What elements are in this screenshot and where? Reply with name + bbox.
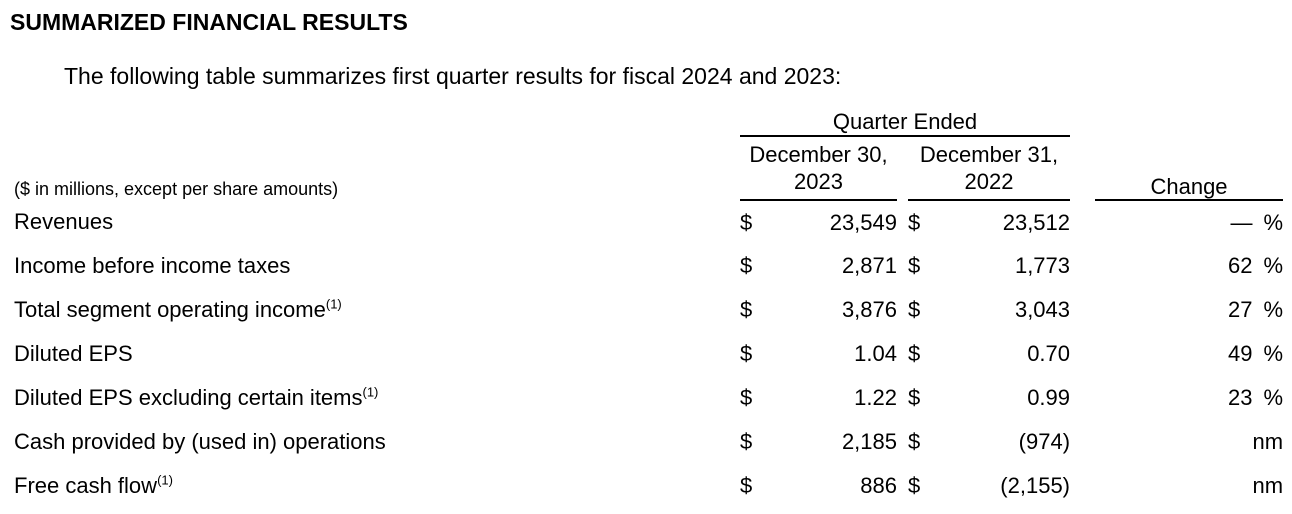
footnote-marker: (1) — [362, 384, 379, 400]
change-value: nm — [1252, 473, 1284, 498]
column-header-line1: December 30, — [749, 142, 888, 167]
value-dec-31-2022: 0.70 — [1027, 341, 1071, 366]
column-gap — [897, 136, 908, 200]
table-row-cash-operations: Cash provided by (used in) operations $ … — [14, 420, 1283, 464]
value-dec-30-2023: 1.22 — [854, 385, 897, 410]
column-gap — [1070, 288, 1095, 332]
row-label: Free cash flow(1) — [14, 472, 173, 498]
column-header-row: ($ in millions, except per share amounts… — [14, 136, 1284, 201]
dollar-sign: $ — [740, 429, 753, 454]
value-dec-31-2022: 3,043 — [1014, 297, 1071, 322]
table-row-diluted-eps-excluding-items: Diluted EPS excluding certain items(1) $… — [14, 376, 1283, 420]
column-header-change: Change — [1095, 136, 1284, 201]
dollar-sign: $ — [908, 341, 921, 366]
dollar-sign: $ — [908, 473, 921, 498]
column-header-line1: December 31, — [919, 142, 1059, 167]
financial-results-table: Quarter Ended ($ in millions, except per… — [14, 103, 1284, 508]
change-value: 23 % — [1227, 385, 1284, 410]
value-dec-30-2023: 2,185 — [841, 429, 897, 454]
dollar-sign: $ — [740, 341, 753, 366]
units-note: ($ in millions, except per share amounts… — [14, 179, 339, 199]
value-dec-30-2023: 2,871 — [841, 253, 897, 278]
value-dec-31-2022: (974) — [1018, 429, 1071, 454]
change-value: nm — [1252, 429, 1284, 454]
row-label: Revenues — [14, 209, 114, 234]
column-gap — [897, 376, 908, 420]
value-dec-30-2023: 3,876 — [841, 297, 897, 322]
column-gap — [1070, 376, 1095, 420]
empty-cell — [1070, 103, 1095, 136]
dollar-sign: $ — [740, 473, 753, 498]
row-label: Diluted EPS — [14, 341, 133, 366]
column-gap — [897, 464, 908, 508]
table-row-free-cash-flow: Free cash flow(1) $ 886 $ (2,155) nm — [14, 464, 1283, 508]
column-gap — [1070, 332, 1095, 376]
value-dec-31-2022: 0.99 — [1027, 385, 1071, 410]
empty-cell — [14, 103, 740, 136]
column-header-dec-31-2022: December 31, 2022 — [908, 136, 1071, 201]
group-header-row: Quarter Ended — [14, 103, 1283, 137]
column-gap — [897, 420, 908, 464]
page-title: SUMMARIZED FINANCIAL RESULTS — [10, 9, 408, 35]
value-dec-30-2023: 1.04 — [854, 341, 897, 366]
row-label: Total segment operating income(1) — [14, 296, 342, 322]
column-gap — [897, 288, 908, 332]
column-gap — [1070, 136, 1095, 200]
quarter-ended-header: Quarter Ended — [740, 103, 1071, 137]
dollar-sign: $ — [740, 253, 753, 278]
column-gap — [897, 332, 908, 376]
column-gap — [1070, 244, 1095, 288]
dollar-sign: $ — [740, 385, 753, 410]
intro-text: The following table summarizes first qua… — [64, 63, 842, 89]
row-label: Diluted EPS excluding certain items(1) — [14, 384, 379, 410]
dollar-sign: $ — [908, 297, 921, 322]
column-gap — [897, 244, 908, 288]
value-dec-30-2023: 23,549 — [829, 209, 897, 235]
value-dec-31-2022: 1,773 — [1014, 253, 1071, 278]
column-header-dec-30-2023: December 30, 2023 — [740, 136, 897, 201]
table-row-revenues: Revenues $ 23,549 $ 23,512 — % — [14, 200, 1283, 244]
dollar-sign: $ — [908, 429, 921, 454]
footnote-marker: (1) — [325, 296, 342, 312]
value-dec-30-2023: 886 — [860, 473, 897, 498]
value-dec-31-2022: (2,155) — [1000, 473, 1071, 498]
column-gap — [897, 200, 908, 244]
change-value: 49 % — [1227, 341, 1284, 366]
column-gap — [1070, 464, 1095, 508]
column-gap — [1070, 200, 1095, 244]
table-row-segment-operating-income: Total segment operating income(1) $ 3,87… — [14, 288, 1283, 332]
dollar-sign: $ — [908, 253, 921, 278]
row-label: Income before income taxes — [14, 253, 291, 278]
empty-cell — [1095, 103, 1283, 136]
dollar-sign: $ — [908, 385, 921, 410]
table-row-diluted-eps: Diluted EPS $ 1.04 $ 0.70 49 % — [14, 332, 1283, 376]
column-header-line2: 2023 — [794, 169, 843, 194]
value-dec-31-2022: 23,512 — [1002, 209, 1071, 235]
dollar-sign: $ — [740, 297, 753, 322]
column-gap — [1070, 420, 1095, 464]
dollar-sign: $ — [908, 209, 921, 235]
table-row-income-before-taxes: Income before income taxes $ 2,871 $ 1,7… — [14, 244, 1283, 288]
change-value: — % — [1230, 209, 1284, 235]
column-header-line2: 2022 — [964, 169, 1014, 194]
change-value: 27 % — [1227, 297, 1284, 322]
footnote-marker: (1) — [157, 472, 173, 488]
change-value: 62 % — [1227, 253, 1284, 278]
dollar-sign: $ — [740, 209, 753, 235]
row-label: Cash provided by (used in) operations — [14, 429, 386, 454]
